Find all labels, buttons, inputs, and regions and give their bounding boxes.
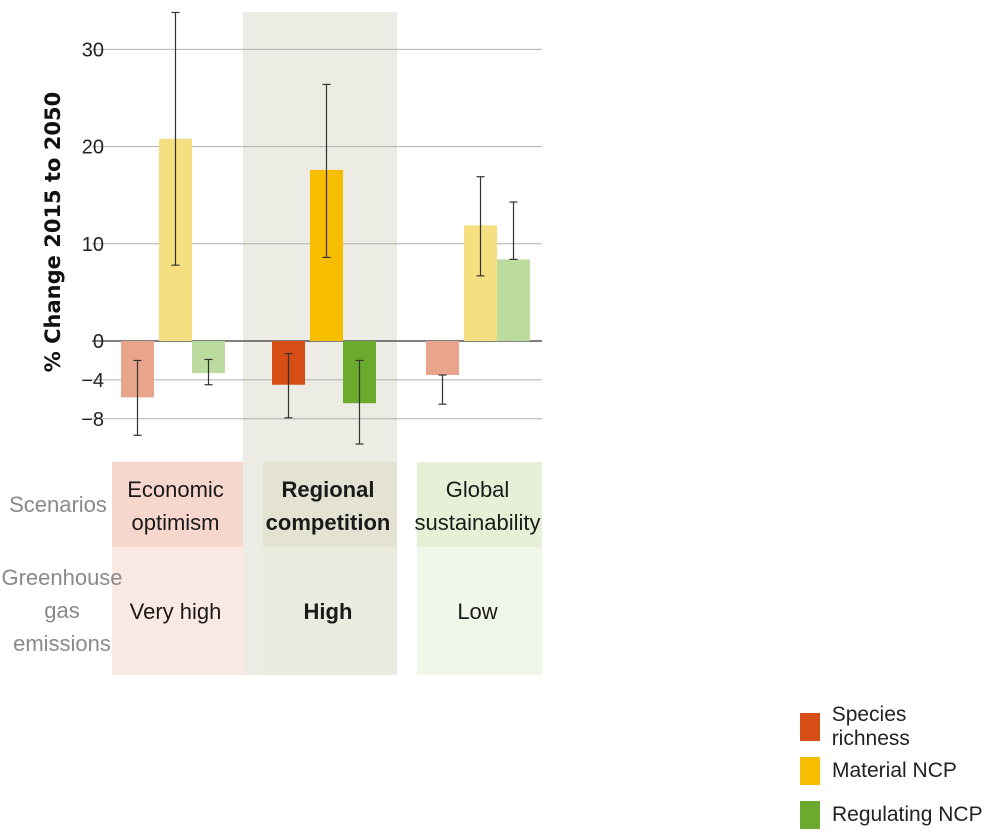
error-bar [355,359,364,445]
bar [497,259,530,341]
legend: Species richness Material NCP Regulating N… [800,703,988,837]
legend-label: Material NCP [832,759,957,782]
legend-label: Species richness [831,703,910,750]
error-bar [476,176,485,277]
error-bar [509,201,518,260]
scenario-name: Regional competition [266,477,391,535]
legend-item: Regulating NCP [800,793,988,837]
row-label-scenarios: Scenarios [9,492,107,517]
y-tick-labels: 30 20 10 0 −4 −8 [81,39,104,430]
emission-cell-bg [112,547,243,675]
legend-swatch [800,801,820,829]
scenario-name: Global sustainability [415,477,541,535]
error-bar [284,353,293,419]
emission-cell-bg [417,547,542,675]
error-bar [438,374,447,405]
emission-level: Low [457,599,497,624]
y-tick-label: 0 [93,331,104,353]
y-tick-label: −8 [81,409,104,431]
error-bar [171,11,180,266]
legend-item: Material NCP [800,749,988,793]
error-bars [133,11,518,445]
legend-item: Species richness [800,703,988,750]
y-tick-label: 20 [82,137,104,159]
error-bar [204,358,213,386]
y-axis-label: % Change 2015 to 2050 [41,92,65,372]
scenario-name: Economic optimism [127,477,224,535]
error-bar [322,83,331,259]
legend-label: Regulating NCP [832,803,983,826]
legend-swatch [800,713,820,741]
row-label-emissions: Greenhouse gas emissions [1,565,122,656]
bar [426,341,459,376]
legend-swatch [800,757,820,785]
emission-cell-bg [263,547,397,675]
scenario-cell-bg [263,462,397,547]
emission-level: High [304,599,353,624]
scenario-cell-bg [112,462,243,547]
y-tick-label: −4 [81,370,104,392]
y-tick-label: 30 [82,39,104,61]
y-tick-label: 10 [82,234,104,256]
error-bar [133,359,142,436]
emission-level: Very high [130,599,222,624]
scenario-cell-bg [417,462,542,547]
